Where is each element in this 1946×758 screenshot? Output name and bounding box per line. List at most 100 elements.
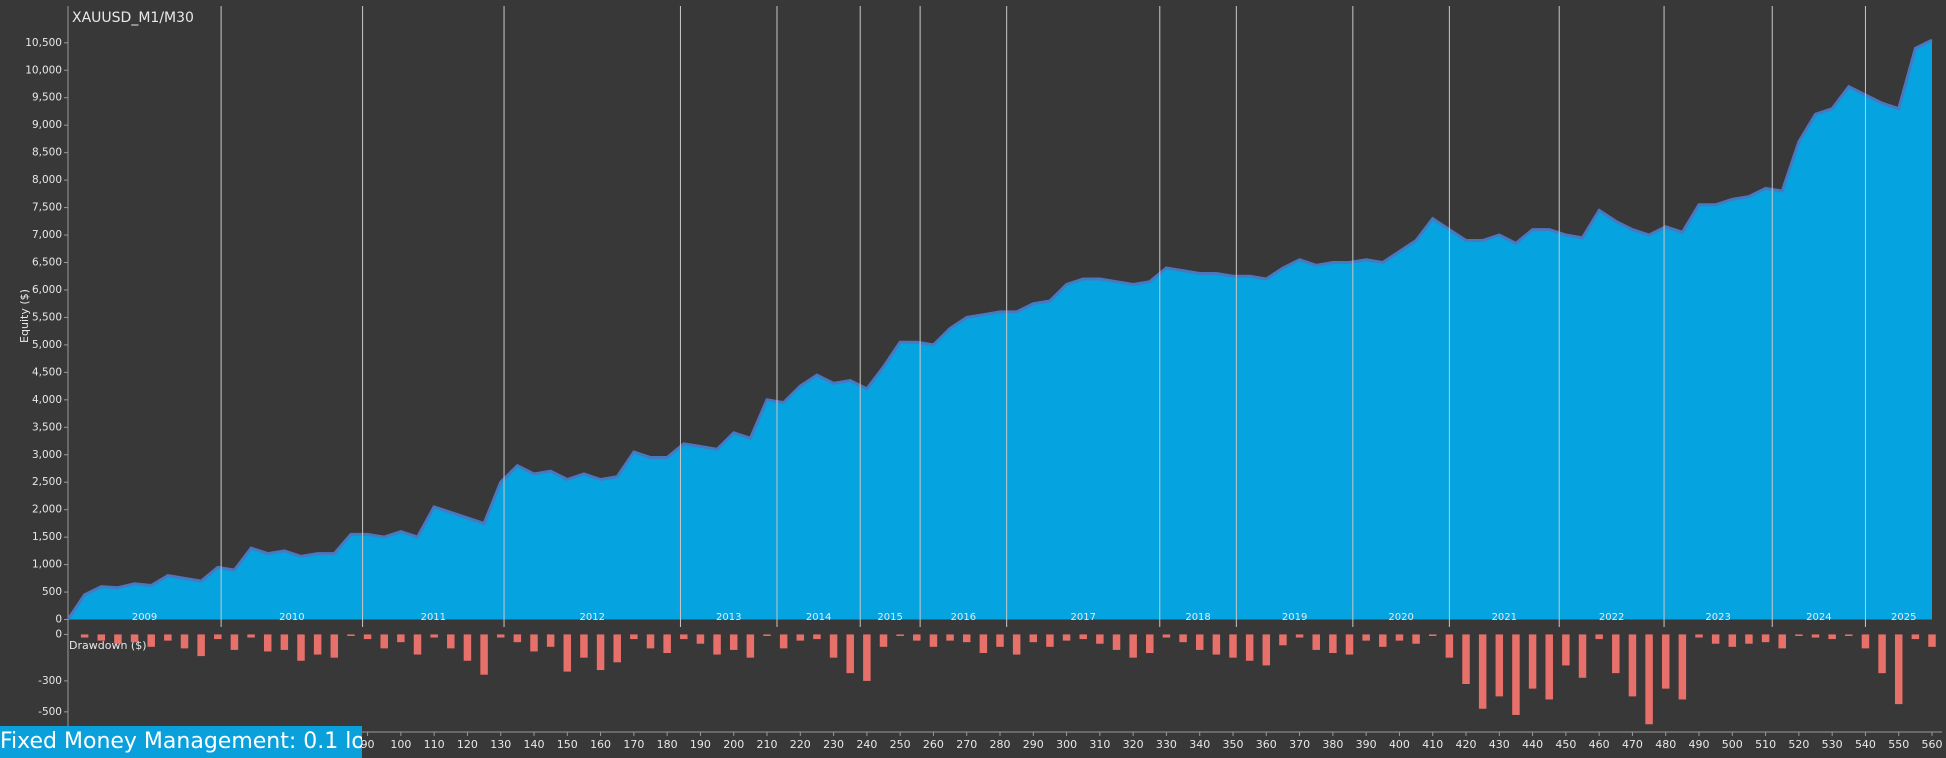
money-management-label: Fixed Money Management: 0.1 lots.: [0, 726, 362, 758]
drawdown-bar: [1911, 634, 1920, 640]
drawdown-bar: [1661, 634, 1670, 689]
drawdown-bar: [1395, 634, 1404, 641]
drawdown-bar: [863, 634, 871, 681]
drawdown-bar: [946, 634, 954, 641]
equity-area: [68, 40, 1932, 620]
drawdown-bar: [1245, 634, 1254, 661]
y-tick-label: 10,500: [25, 37, 62, 49]
drawdown-bar: [230, 634, 239, 650]
year-label: 2021: [1492, 612, 1517, 623]
drawdown-bar: [197, 634, 205, 657]
drawdown-bar: [1478, 634, 1487, 709]
drawdown-bar: [913, 634, 921, 641]
drawdown-bar: [380, 634, 388, 649]
drawdown-bar: [1595, 634, 1603, 640]
y-tick-label: 500: [42, 586, 62, 598]
drawdown-bar: [1162, 634, 1171, 638]
drawdown-bar: [297, 634, 305, 661]
year-label: 2013: [716, 612, 741, 623]
drawdown-bar: [1562, 634, 1570, 666]
x-tick-label: 440: [1522, 738, 1543, 751]
drawdown-bar: [280, 634, 289, 650]
y-tick-label: 8,500: [32, 147, 62, 159]
drawdown-bar: [1761, 634, 1770, 643]
y-tick-label: 5,500: [32, 311, 62, 323]
year-label: 2010: [279, 612, 304, 623]
x-tick-label: 540: [1855, 738, 1876, 751]
drawdown-bar: [1262, 634, 1271, 666]
x-tick-label: 430: [1489, 738, 1510, 751]
x-tick-label: 240: [856, 738, 877, 751]
year-label: 2019: [1282, 612, 1307, 623]
x-tick-label: 360: [1256, 738, 1277, 751]
y-tick-label: 9,500: [32, 92, 62, 104]
y-tick-label: 10,000: [25, 64, 62, 76]
drawdown-bar: [646, 634, 655, 649]
drawdown-bar: [1129, 634, 1137, 658]
drawdown-bar: [1728, 634, 1737, 647]
drawdown-bar: [1861, 634, 1870, 649]
drawdown-bar: [846, 634, 854, 674]
drawdown-bar: [1112, 634, 1121, 650]
drawdown-bar: [1795, 634, 1803, 636]
chart-title: XAUUSD_M1/M30: [72, 10, 194, 26]
x-tick-label: 200: [723, 738, 744, 751]
x-tick-label: 250: [890, 738, 911, 751]
drawdown-bar: [263, 634, 272, 652]
x-tick-label: 530: [1822, 738, 1843, 751]
x-tick-label: 490: [1689, 738, 1710, 751]
drawdown-bar: [696, 634, 705, 644]
year-label: 2011: [421, 612, 446, 623]
drawdown-bar: [1695, 634, 1703, 638]
x-tick-label: 470: [1622, 738, 1643, 751]
y-tick-label: 8,000: [32, 174, 62, 186]
year-label: 2023: [1705, 612, 1730, 623]
drawdown-bar: [1711, 634, 1720, 644]
drawdown-bar: [1096, 634, 1104, 644]
x-tick-label: 290: [1023, 738, 1044, 751]
drawdown-bar: [813, 634, 821, 640]
drawdown-bar: [896, 634, 904, 636]
x-tick-label: 350: [1223, 738, 1244, 751]
y-tick-label: 7,000: [32, 229, 62, 241]
drawdown-bar: [447, 634, 455, 649]
year-label: 2015: [877, 612, 902, 623]
drawdown-bar: [1612, 634, 1620, 674]
y-axis-label: Drawdown ($): [69, 639, 147, 652]
x-tick-label: 380: [1322, 738, 1343, 751]
drawdown-bar: [1495, 634, 1504, 697]
x-tick-label: 390: [1356, 738, 1377, 751]
drawdown-bar: [180, 634, 189, 649]
drawdown-bar: [1828, 634, 1836, 640]
y-tick-label: -300: [38, 675, 62, 687]
drawdown-bar: [1778, 634, 1786, 649]
drawdown-bar: [996, 634, 1004, 647]
drawdown-bar: [1894, 634, 1903, 705]
y-tick-label: 2,500: [32, 476, 62, 488]
drawdown-bar: [580, 634, 588, 658]
y-tick-label: -500: [38, 706, 62, 718]
drawdown-bar: [663, 634, 671, 654]
drawdown-bar: [164, 634, 172, 641]
drawdown-bar: [1295, 634, 1304, 638]
x-tick-label: 120: [457, 738, 478, 751]
x-tick-label: 280: [990, 738, 1011, 751]
drawdown-bar: [347, 634, 355, 636]
drawdown-bar: [397, 634, 405, 643]
drawdown-bar: [313, 634, 322, 655]
drawdown-bar: [1928, 634, 1936, 647]
year-label: 2012: [580, 612, 605, 623]
drawdown-bar: [1745, 634, 1753, 644]
x-tick-label: 480: [1655, 738, 1676, 751]
drawdown-bar: [962, 634, 971, 643]
drawdown-bar: [130, 634, 139, 643]
x-tick-label: 140: [524, 738, 545, 751]
y-tick-label: 5,000: [32, 339, 62, 351]
x-tick-label: 370: [1289, 738, 1310, 751]
x-tick-label: 510: [1755, 738, 1776, 751]
x-tick-label: 520: [1788, 738, 1809, 751]
drawdown-bar: [563, 634, 572, 672]
y-tick-label: 4,000: [32, 394, 62, 406]
year-label: 2018: [1185, 612, 1210, 623]
